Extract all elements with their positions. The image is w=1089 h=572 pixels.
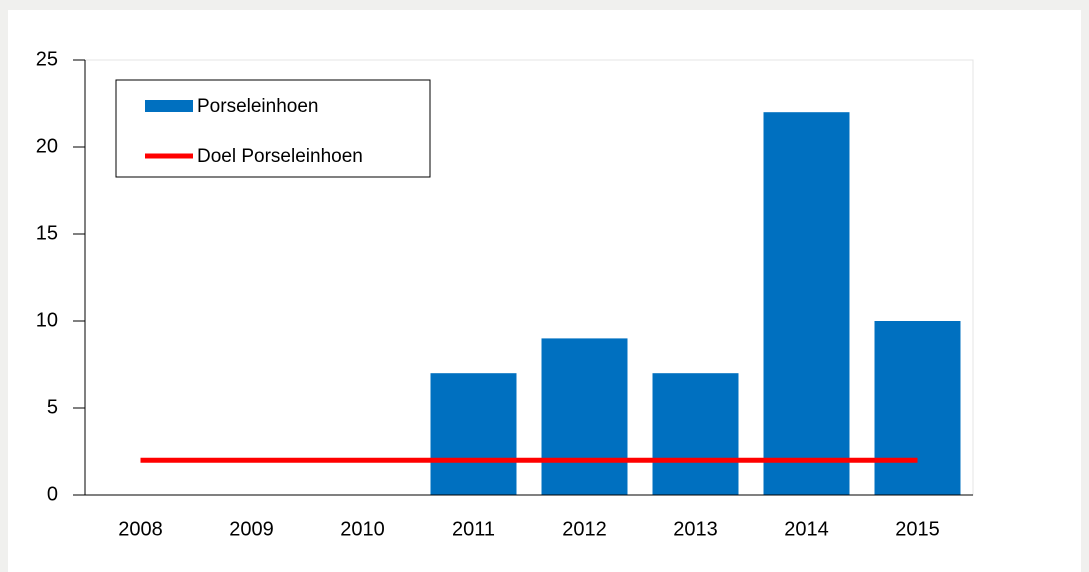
x-tick-label: 2008 bbox=[118, 518, 163, 540]
x-tick-label: 2014 bbox=[784, 518, 829, 540]
legend-swatch bbox=[145, 100, 193, 112]
y-tick-label: 5 bbox=[47, 396, 58, 418]
bar bbox=[541, 338, 628, 495]
y-tick-label: 25 bbox=[36, 48, 58, 70]
legend-label: Doel Porseleinhoen bbox=[197, 146, 363, 167]
x-tick-label: 2010 bbox=[340, 518, 385, 540]
bar bbox=[430, 373, 517, 495]
x-tick-label: 2009 bbox=[229, 518, 274, 540]
y-tick-label: 15 bbox=[36, 222, 58, 244]
y-tick-label: 20 bbox=[36, 135, 58, 157]
x-tick-label: 2012 bbox=[562, 518, 607, 540]
bar bbox=[652, 373, 739, 495]
y-tick-label: 0 bbox=[47, 483, 58, 505]
bar bbox=[763, 112, 850, 495]
legend-label: Porseleinhoen bbox=[197, 96, 318, 117]
bar bbox=[874, 321, 961, 495]
legend-box bbox=[115, 79, 431, 178]
x-tick-label: 2011 bbox=[452, 518, 495, 540]
y-tick-label: 10 bbox=[36, 309, 58, 331]
x-tick-label: 2013 bbox=[673, 518, 718, 540]
x-tick-label: 2015 bbox=[895, 518, 940, 540]
